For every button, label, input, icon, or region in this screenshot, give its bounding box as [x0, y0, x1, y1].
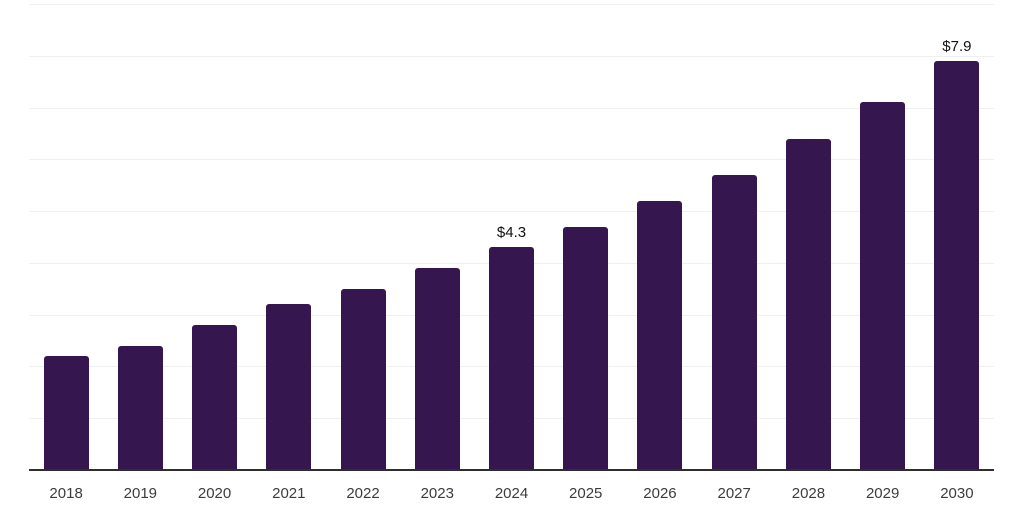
gridline-7 [29, 107, 994, 109]
bar-2019 [117, 345, 163, 469]
bar-2030 [934, 60, 980, 469]
x-tick-2022: 2022 [346, 485, 380, 502]
bar-value-label-2030: $7.9 [942, 37, 972, 55]
x-tick-2019: 2019 [123, 485, 158, 502]
bar-2025 [563, 226, 609, 469]
x-tick-2023: 2023 [420, 485, 454, 502]
gridline-8 [29, 55, 994, 57]
bar-2021 [266, 304, 312, 469]
gridline-9 [29, 4, 994, 5]
x-axis-line [29, 469, 994, 471]
x-tick-2030: 2030 [940, 485, 974, 502]
x-tick-2026: 2026 [643, 485, 677, 502]
bar-2026 [637, 200, 683, 469]
x-tick-2018: 2018 [49, 485, 83, 502]
x-tick-2028: 2028 [791, 485, 826, 502]
bar-2020 [192, 325, 238, 469]
bar-2029 [860, 102, 906, 469]
bar-2022 [340, 288, 386, 469]
bar-2028 [785, 138, 831, 469]
gridline-6 [29, 159, 994, 161]
bar-2023 [414, 268, 460, 469]
bar-2027 [711, 174, 757, 469]
x-tick-2021: 2021 [272, 485, 306, 502]
bar-value-label-2024: $4.3 [496, 224, 527, 242]
x-tick-2024: 2024 [494, 485, 529, 502]
gridline-5 [29, 211, 994, 213]
x-tick-2025: 2025 [569, 485, 603, 502]
x-tick-2027: 2027 [717, 485, 751, 502]
x-tick-2020: 2020 [197, 485, 232, 502]
x-tick-2029: 2029 [865, 485, 900, 502]
bar-2018 [43, 356, 89, 469]
bar-2024 [489, 247, 534, 469]
